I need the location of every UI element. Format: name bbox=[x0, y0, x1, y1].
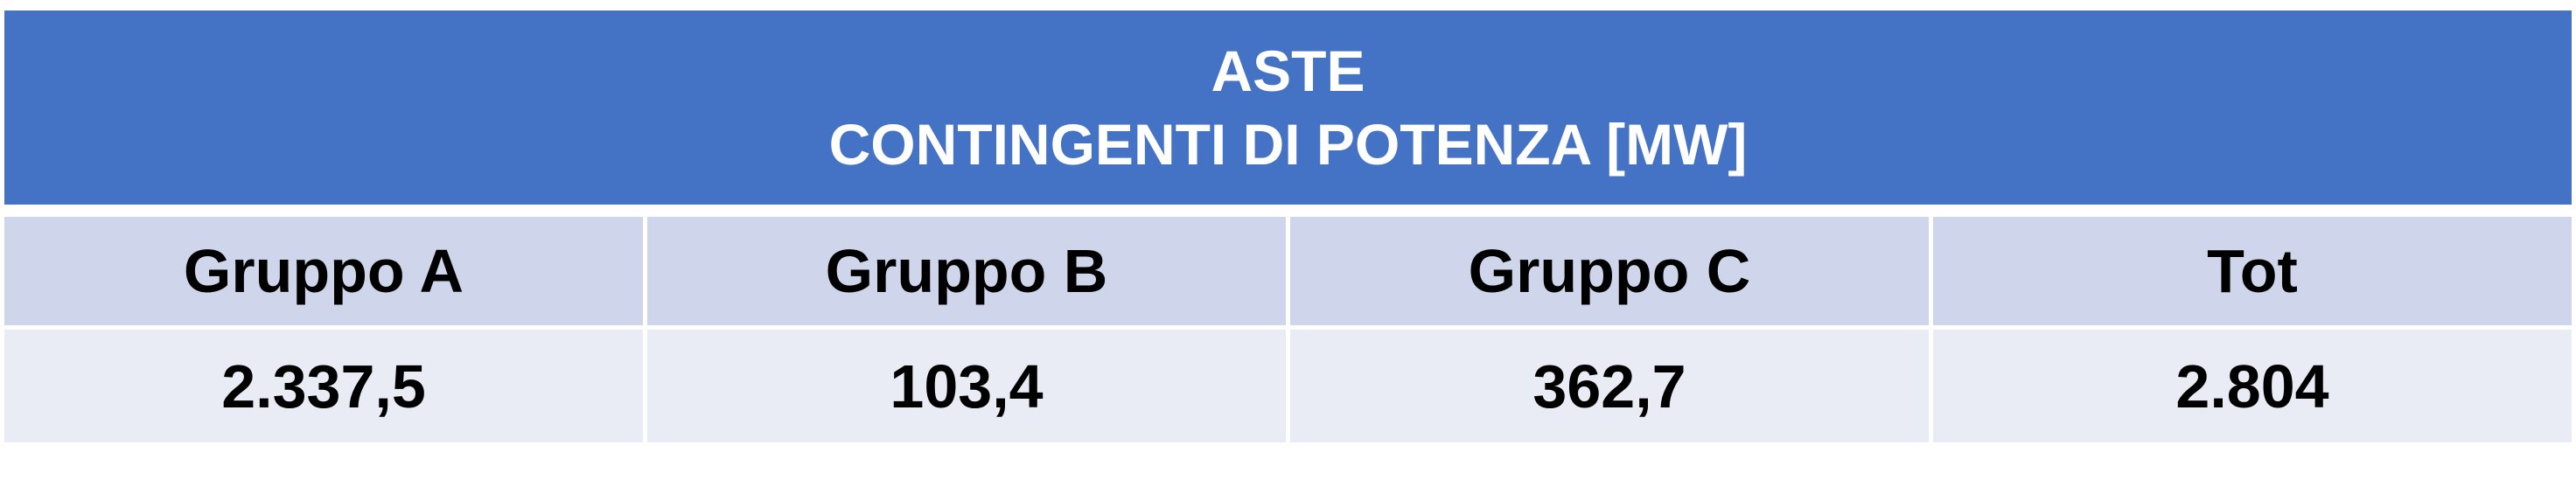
value-cell-gruppo-c: 362,7 bbox=[1290, 330, 1929, 442]
value-cell-gruppo-a: 2.337,5 bbox=[4, 330, 643, 442]
table-title: ASTE CONTINGENTI DI POTENZA [MW] bbox=[4, 10, 2572, 205]
title-line-2: CONTINGENTI DI POTENZA [MW] bbox=[828, 112, 1748, 177]
header-row: Gruppo A Gruppo B Gruppo C Tot bbox=[4, 217, 2572, 325]
header-cell-tot: Tot bbox=[1933, 217, 2572, 325]
title-line-1: ASTE bbox=[1211, 38, 1365, 103]
header-cell-gruppo-a: Gruppo A bbox=[4, 217, 643, 325]
value-row: 2.337,5 103,4 362,7 2.804 bbox=[4, 330, 2572, 442]
header-cell-gruppo-c: Gruppo C bbox=[1290, 217, 1929, 325]
header-cell-gruppo-b: Gruppo B bbox=[647, 217, 1286, 325]
value-cell-gruppo-b: 103,4 bbox=[647, 330, 1286, 442]
value-cell-tot: 2.804 bbox=[1933, 330, 2572, 442]
